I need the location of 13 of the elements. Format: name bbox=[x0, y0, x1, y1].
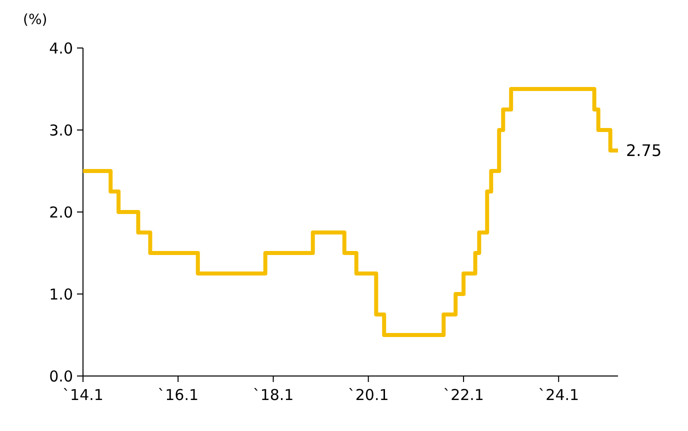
y-tick-label: 3.0 bbox=[49, 121, 73, 140]
x-tick-label: `20.1 bbox=[348, 386, 389, 404]
y-tick-label: 0.0 bbox=[49, 367, 73, 386]
x-tick-label: `16.1 bbox=[158, 386, 199, 404]
y-tick-label: 4.0 bbox=[49, 39, 73, 58]
y-tick-label: 1.0 bbox=[49, 285, 73, 304]
x-tick-label: `18.1 bbox=[252, 386, 294, 404]
x-tick-label: `24.1 bbox=[538, 386, 580, 404]
x-tick-label: `14.1 bbox=[62, 386, 104, 404]
y-axis-title: (%) bbox=[23, 12, 48, 28]
y-tick-label: 2.0 bbox=[49, 203, 73, 222]
x-tick-label: `22.1 bbox=[443, 386, 484, 404]
annotation: 2.75 bbox=[626, 141, 662, 160]
